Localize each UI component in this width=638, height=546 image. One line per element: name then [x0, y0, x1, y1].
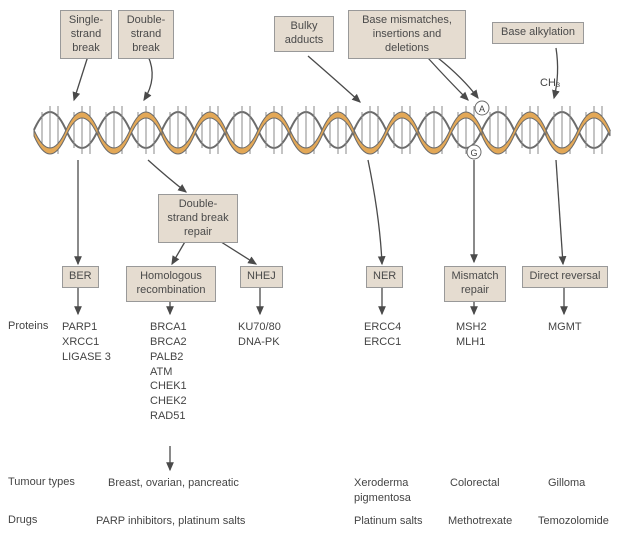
svg-text:G: G: [470, 148, 477, 158]
proteins-ber: PARP1 XRCC1 LIGASE 3: [62, 320, 111, 365]
tumours-hr: Breast, ovarian, pancreatic: [108, 476, 239, 491]
box-hr: Homologous recombination: [126, 266, 216, 302]
box-dsb: Double- strand break: [118, 10, 174, 59]
box-ber: BER: [62, 266, 99, 288]
dna-repair-diagram: A G: [8, 8, 630, 538]
proteins-hr: BRCA1 BRCA2 PALB2 ATM CHEK1 CHEK2 RAD51: [150, 320, 187, 424]
box-mmr: Mismatch repair: [444, 266, 506, 302]
svg-text:A: A: [479, 104, 485, 114]
tumours-dr: Gilloma: [548, 476, 585, 491]
drugs-hr: PARP inhibitors, platinum salts: [96, 514, 245, 529]
proteins-ner: ERCC4 ERCC1: [364, 320, 401, 350]
box-mismatch: Base mismatches, insertions and deletion…: [348, 10, 466, 59]
box-dr: Direct reversal: [522, 266, 608, 288]
proteins-nhej: KU70/80 DNA-PK: [238, 320, 281, 350]
box-alkyl: Base alkylation: [492, 22, 584, 44]
proteins-dr: MGMT: [548, 320, 582, 335]
drugs-mmr: Methotrexate: [448, 514, 512, 529]
label-drugs: Drugs: [8, 514, 37, 526]
ch3-label: CH₃: [540, 76, 560, 91]
label-tumours: Tumour types: [8, 476, 75, 488]
box-bulky: Bulky adducts: [274, 16, 334, 52]
proteins-mmr: MSH2 MLH1: [456, 320, 487, 350]
dna-helix: A G: [34, 101, 610, 159]
tumours-mmr: Colorectal: [450, 476, 500, 491]
box-dsb-repair: Double- strand break repair: [158, 194, 238, 243]
box-ner: NER: [366, 266, 403, 288]
drugs-ner: Platinum salts: [354, 514, 422, 529]
tumours-ner: Xeroderma pigmentosa: [354, 476, 411, 506]
drugs-dr: Temozolomide: [538, 514, 609, 529]
box-nhej: NHEJ: [240, 266, 283, 288]
box-ssb: Single- strand break: [60, 10, 112, 59]
label-proteins: Proteins: [8, 320, 48, 332]
